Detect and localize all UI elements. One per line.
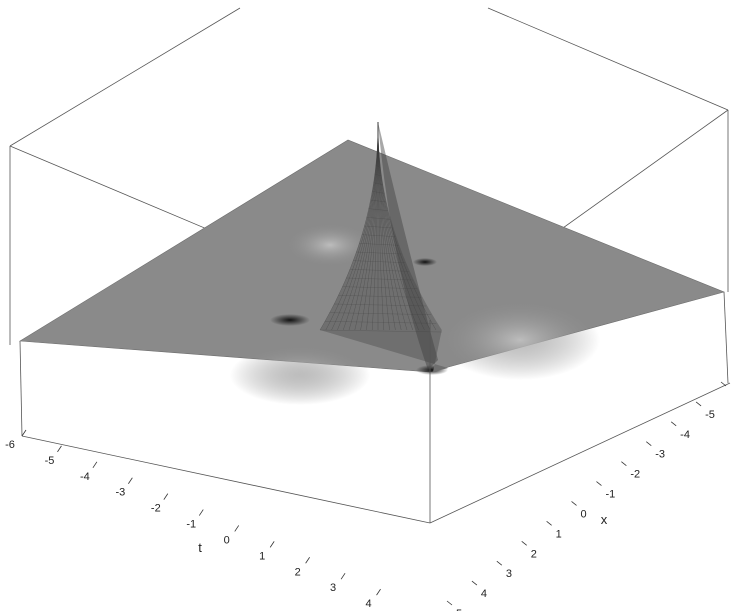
x-tick [571, 501, 577, 506]
x-tick-label: -1 [605, 489, 615, 501]
box-edge-bottom-left [21, 435, 431, 524]
peak-mesh-line [349, 269, 409, 272]
peak-mesh-line [377, 147, 379, 151]
x-tick [695, 401, 702, 407]
peak-mesh-line [329, 312, 432, 315]
box-edge-right-lower [723, 291, 729, 384]
t-tick-label: -3 [115, 487, 125, 499]
x-tick [546, 521, 552, 526]
t-tick-label: 2 [295, 566, 301, 578]
peak-mesh-line [377, 122, 437, 331]
box-edge-top-left [9, 7, 241, 147]
surface-trough [413, 258, 437, 266]
x-tick-label: -2 [630, 469, 640, 481]
surface-highlight [285, 223, 375, 267]
t-tick-label: 1 [259, 550, 265, 562]
t-tick-label: 0 [224, 534, 230, 546]
t-tick-label: -5 [45, 455, 55, 467]
box-edge-bottom-right [429, 382, 731, 524]
t-tick [269, 541, 275, 548]
surface-trough [270, 314, 310, 326]
x-axis-label: x [601, 512, 608, 527]
t-tick [376, 588, 381, 596]
peak-mesh-line [334, 303, 427, 307]
peak-mesh-line [376, 156, 380, 159]
peak-mesh-line [377, 139, 379, 142]
t-tick-label: -6 [5, 439, 15, 451]
peak-mesh-line [373, 182, 383, 185]
x-tick [646, 441, 652, 447]
peak-mesh-line [364, 225, 393, 229]
x-tick-label: -3 [655, 449, 665, 461]
box-edge-left-lower [19, 340, 23, 437]
t-tick [21, 429, 27, 437]
x-tick-label: 1 [556, 528, 562, 540]
t-tick [340, 572, 346, 580]
peak-mesh-line [374, 173, 382, 177]
x-tick-label: 2 [531, 548, 537, 560]
x-tick [446, 600, 453, 606]
x-tick-label: 5 [456, 608, 462, 611]
peak-mesh-line [366, 217, 391, 220]
peak-mesh-line [319, 329, 442, 333]
x-axis: -6-5-4-3-2-1012345x [446, 381, 727, 611]
x-tick-label: -4 [680, 429, 690, 441]
x-tick [670, 421, 677, 427]
t-tick [128, 477, 133, 484]
t-tick [163, 493, 169, 500]
x-tick [471, 580, 478, 586]
surface-highlight [440, 300, 600, 380]
peak-mesh-line [377, 122, 402, 331]
peak-mesh-line [346, 277, 413, 281]
t-tick-label: 4 [365, 598, 371, 610]
peak-mesh-line [366, 122, 379, 331]
peak-mesh-line [375, 165, 381, 168]
peak-mesh-line [342, 286, 418, 289]
x-tick [596, 481, 602, 486]
surface-highlight [230, 345, 370, 405]
t-tick [234, 525, 240, 532]
t-tick [57, 445, 62, 453]
peak-mesh-line [353, 260, 406, 263]
surface-trough [416, 365, 448, 375]
x-tick-label: 0 [581, 508, 587, 520]
peak-mesh-line [368, 208, 389, 211]
t-tick-label: -4 [80, 471, 90, 483]
bounding-box-front [19, 291, 731, 524]
peak-mesh-line [324, 321, 437, 324]
x-tick [521, 540, 527, 546]
t-tick [198, 509, 204, 516]
box-edge-top-right [487, 7, 729, 111]
t-tick [92, 461, 98, 469]
x-tick-label: 3 [506, 568, 512, 580]
peak-mesh-line [348, 122, 379, 331]
peak-mesh-line [361, 234, 396, 237]
x-tick-label: 4 [481, 588, 487, 600]
peak-mesh-line [370, 199, 387, 203]
peak-mesh-line [377, 122, 419, 331]
t-tick-label: -1 [186, 519, 196, 531]
x-tick [720, 381, 727, 387]
peak-mesh-line [338, 295, 422, 298]
t-axis: -6 -5 -4 -3 -2 -1 0 1 2 3 4 t [5, 429, 381, 610]
t-tick [305, 557, 310, 564]
t-axis-label: t [198, 540, 202, 555]
peak-mesh-line [377, 122, 384, 331]
t-tick-label: 3 [330, 582, 336, 594]
surface-peak [319, 122, 448, 372]
peak-mesh-line [372, 191, 385, 194]
peak-mesh-line [359, 243, 399, 246]
peak-shadow [378, 122, 438, 370]
t-tick-label: -2 [151, 503, 161, 515]
x-tick [496, 560, 503, 566]
x-tick-label: -5 [705, 409, 715, 421]
x-tick [621, 461, 627, 466]
peak-mesh-line [356, 251, 402, 255]
